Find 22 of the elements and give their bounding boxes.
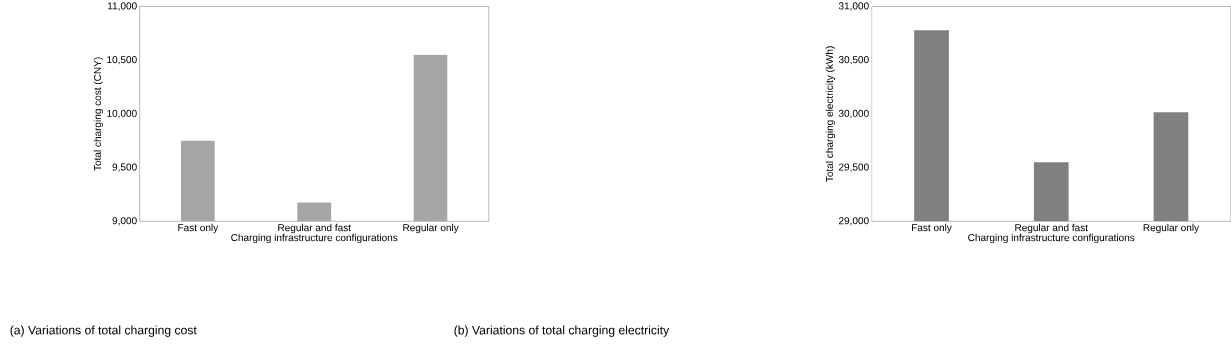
x-tick-label: Regular only [403,223,459,234]
y-tick-label: 29,500 [838,163,869,172]
y-tick-label: 10,000 [107,109,137,119]
y-tick-label: 30,500 [838,56,869,65]
y-tick-label: 9,500 [112,163,137,172]
y-tick-label: 10,500 [107,56,137,65]
text: (b) Variations of total charging electricity [454,325,670,337]
x-axis-title: Charging infrastructure configurations [231,233,398,244]
x-tick-label: Regular and fast [1015,223,1088,234]
y-tick-label: 29,000 [838,217,869,226]
x-tick-label: Fast only [178,223,219,234]
x-tick-label: Regular and fast [278,223,351,234]
y-tick-label: 31,000 [838,2,869,11]
y-tick-label: 30,000 [838,109,869,119]
y-axis-title: Total charging electricity (kWh) [825,46,835,182]
y-tick-label: 11,000 [108,2,137,11]
x-tick-label: Fast only [912,223,952,234]
text: (a) Variations of total charging cost [10,325,197,337]
y-tick-label: 9,000 [112,217,137,226]
y-axis-title: Total charging cost (CNY) [93,57,104,171]
x-tick-label: Regular only [1143,223,1200,234]
x-axis-title: Charging infrastructure configurations [968,233,1135,244]
